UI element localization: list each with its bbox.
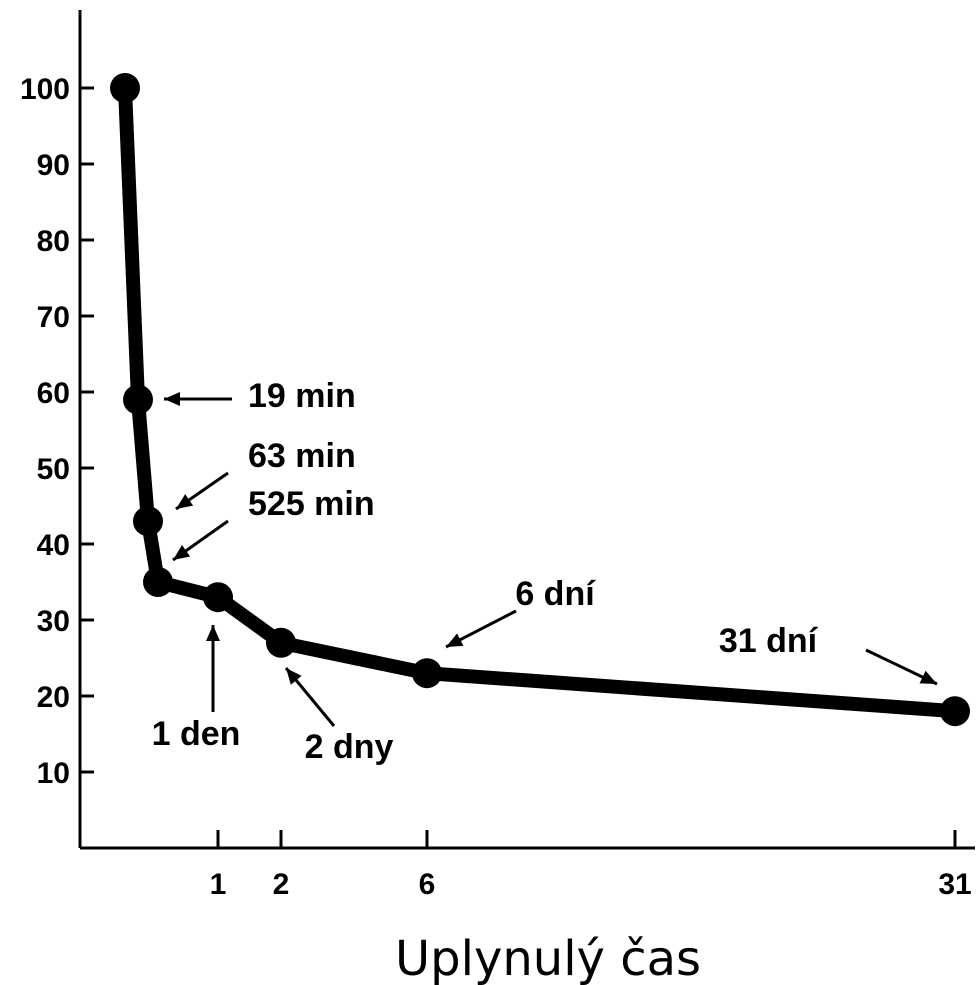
series-line [118, 81, 962, 719]
annotation-arrowhead [206, 625, 220, 641]
annotation-arrowhead [446, 633, 464, 647]
y-tick-label: 60 [37, 377, 70, 410]
data-point [110, 73, 140, 103]
y-tick-label: 50 [37, 453, 70, 486]
annotation: 63 min [175, 437, 356, 511]
y-tick-label: 70 [37, 301, 70, 334]
annotation-label: 31 dní [719, 622, 819, 660]
annotation-label: 6 dní [515, 575, 596, 613]
annotation-arrowhead [173, 545, 191, 560]
y-tick-label: 10 [37, 757, 70, 790]
annotation-arrowhead [176, 494, 194, 509]
annotation-arrowhead [919, 670, 937, 684]
annotation-arrowhead [164, 392, 180, 406]
x-axis-label: Uplynulý čas [395, 931, 701, 985]
annotation-arrowhead [286, 668, 302, 685]
data-point [143, 567, 173, 597]
x-tick-label: 1 [210, 868, 227, 901]
data-point [266, 627, 296, 658]
annotation: 1 den [152, 625, 241, 753]
x-axis-ticks: 1 2 6 31 [210, 830, 972, 901]
y-tick-label: 90 [37, 149, 70, 182]
series [110, 73, 970, 727]
x-tick-label: 31 [938, 868, 971, 901]
data-point [123, 384, 153, 415]
annotations: 19 min 63 min 525 min 1 den 2 dny 6 dní 31 dní [152, 377, 938, 766]
annotation-label: 1 den [152, 715, 241, 753]
annotation-label: 19 min [248, 377, 356, 415]
y-tick-label: 30 [37, 605, 70, 638]
axes [78, 10, 975, 850]
annotation: 19 min [164, 377, 356, 415]
x-tick-label: 6 [419, 868, 436, 901]
y-tick-label: 80 [37, 225, 70, 258]
annotation: 525 min [172, 485, 375, 562]
data-point [133, 506, 163, 537]
data-point [940, 696, 970, 727]
annotation: 2 dny [284, 667, 394, 766]
annotation-label: 525 min [248, 485, 375, 523]
y-tick-label: 40 [37, 529, 70, 562]
y-tick-label: 20 [37, 681, 70, 714]
annotation-label: 63 min [248, 437, 356, 475]
y-axis-ticks: 10 20 30 40 50 60 70 80 90 100 [20, 73, 94, 790]
annotation: 31 dní [719, 622, 938, 686]
data-point [412, 658, 442, 689]
data-point [203, 582, 233, 613]
annotation-label: 2 dny [305, 728, 394, 766]
y-tick-label: 100 [20, 73, 70, 106]
x-tick-label: 2 [273, 868, 290, 901]
annotation: 6 dní [445, 575, 596, 649]
